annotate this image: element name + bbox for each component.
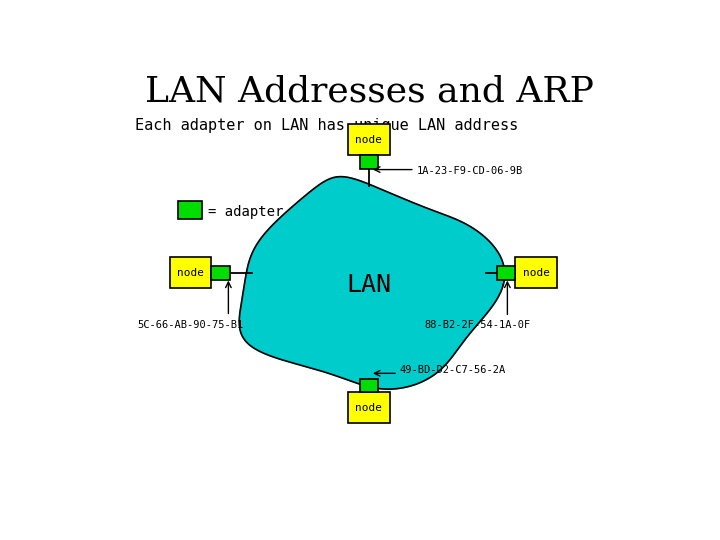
Bar <box>497 266 516 280</box>
Text: node: node <box>356 403 382 413</box>
Polygon shape <box>239 177 505 389</box>
Text: = adapter: = adapter <box>208 205 284 219</box>
Text: node: node <box>177 268 204 278</box>
Bar <box>516 257 557 288</box>
Bar <box>360 155 378 169</box>
Text: 49-BD-D2-C7-56-2A: 49-BD-D2-C7-56-2A <box>400 366 506 375</box>
Bar <box>348 392 390 423</box>
Text: LAN Addresses and ARP: LAN Addresses and ARP <box>145 75 593 109</box>
Text: 88-B2-2F-54-1A-0F: 88-B2-2F-54-1A-0F <box>425 320 531 330</box>
Text: node: node <box>356 134 382 145</box>
Bar <box>360 379 378 392</box>
Text: 5C-66-AB-90-75-B1: 5C-66-AB-90-75-B1 <box>138 320 243 330</box>
Text: 1A-23-F9-CD-06-9B: 1A-23-F9-CD-06-9B <box>416 166 523 176</box>
Text: LAN: LAN <box>346 273 392 297</box>
Bar <box>179 201 202 219</box>
Bar <box>348 124 390 155</box>
Bar <box>169 257 212 288</box>
Text: node: node <box>523 268 550 278</box>
Text: Each adapter on LAN has unique LAN address: Each adapter on LAN has unique LAN addre… <box>135 118 518 133</box>
Bar <box>212 266 230 280</box>
